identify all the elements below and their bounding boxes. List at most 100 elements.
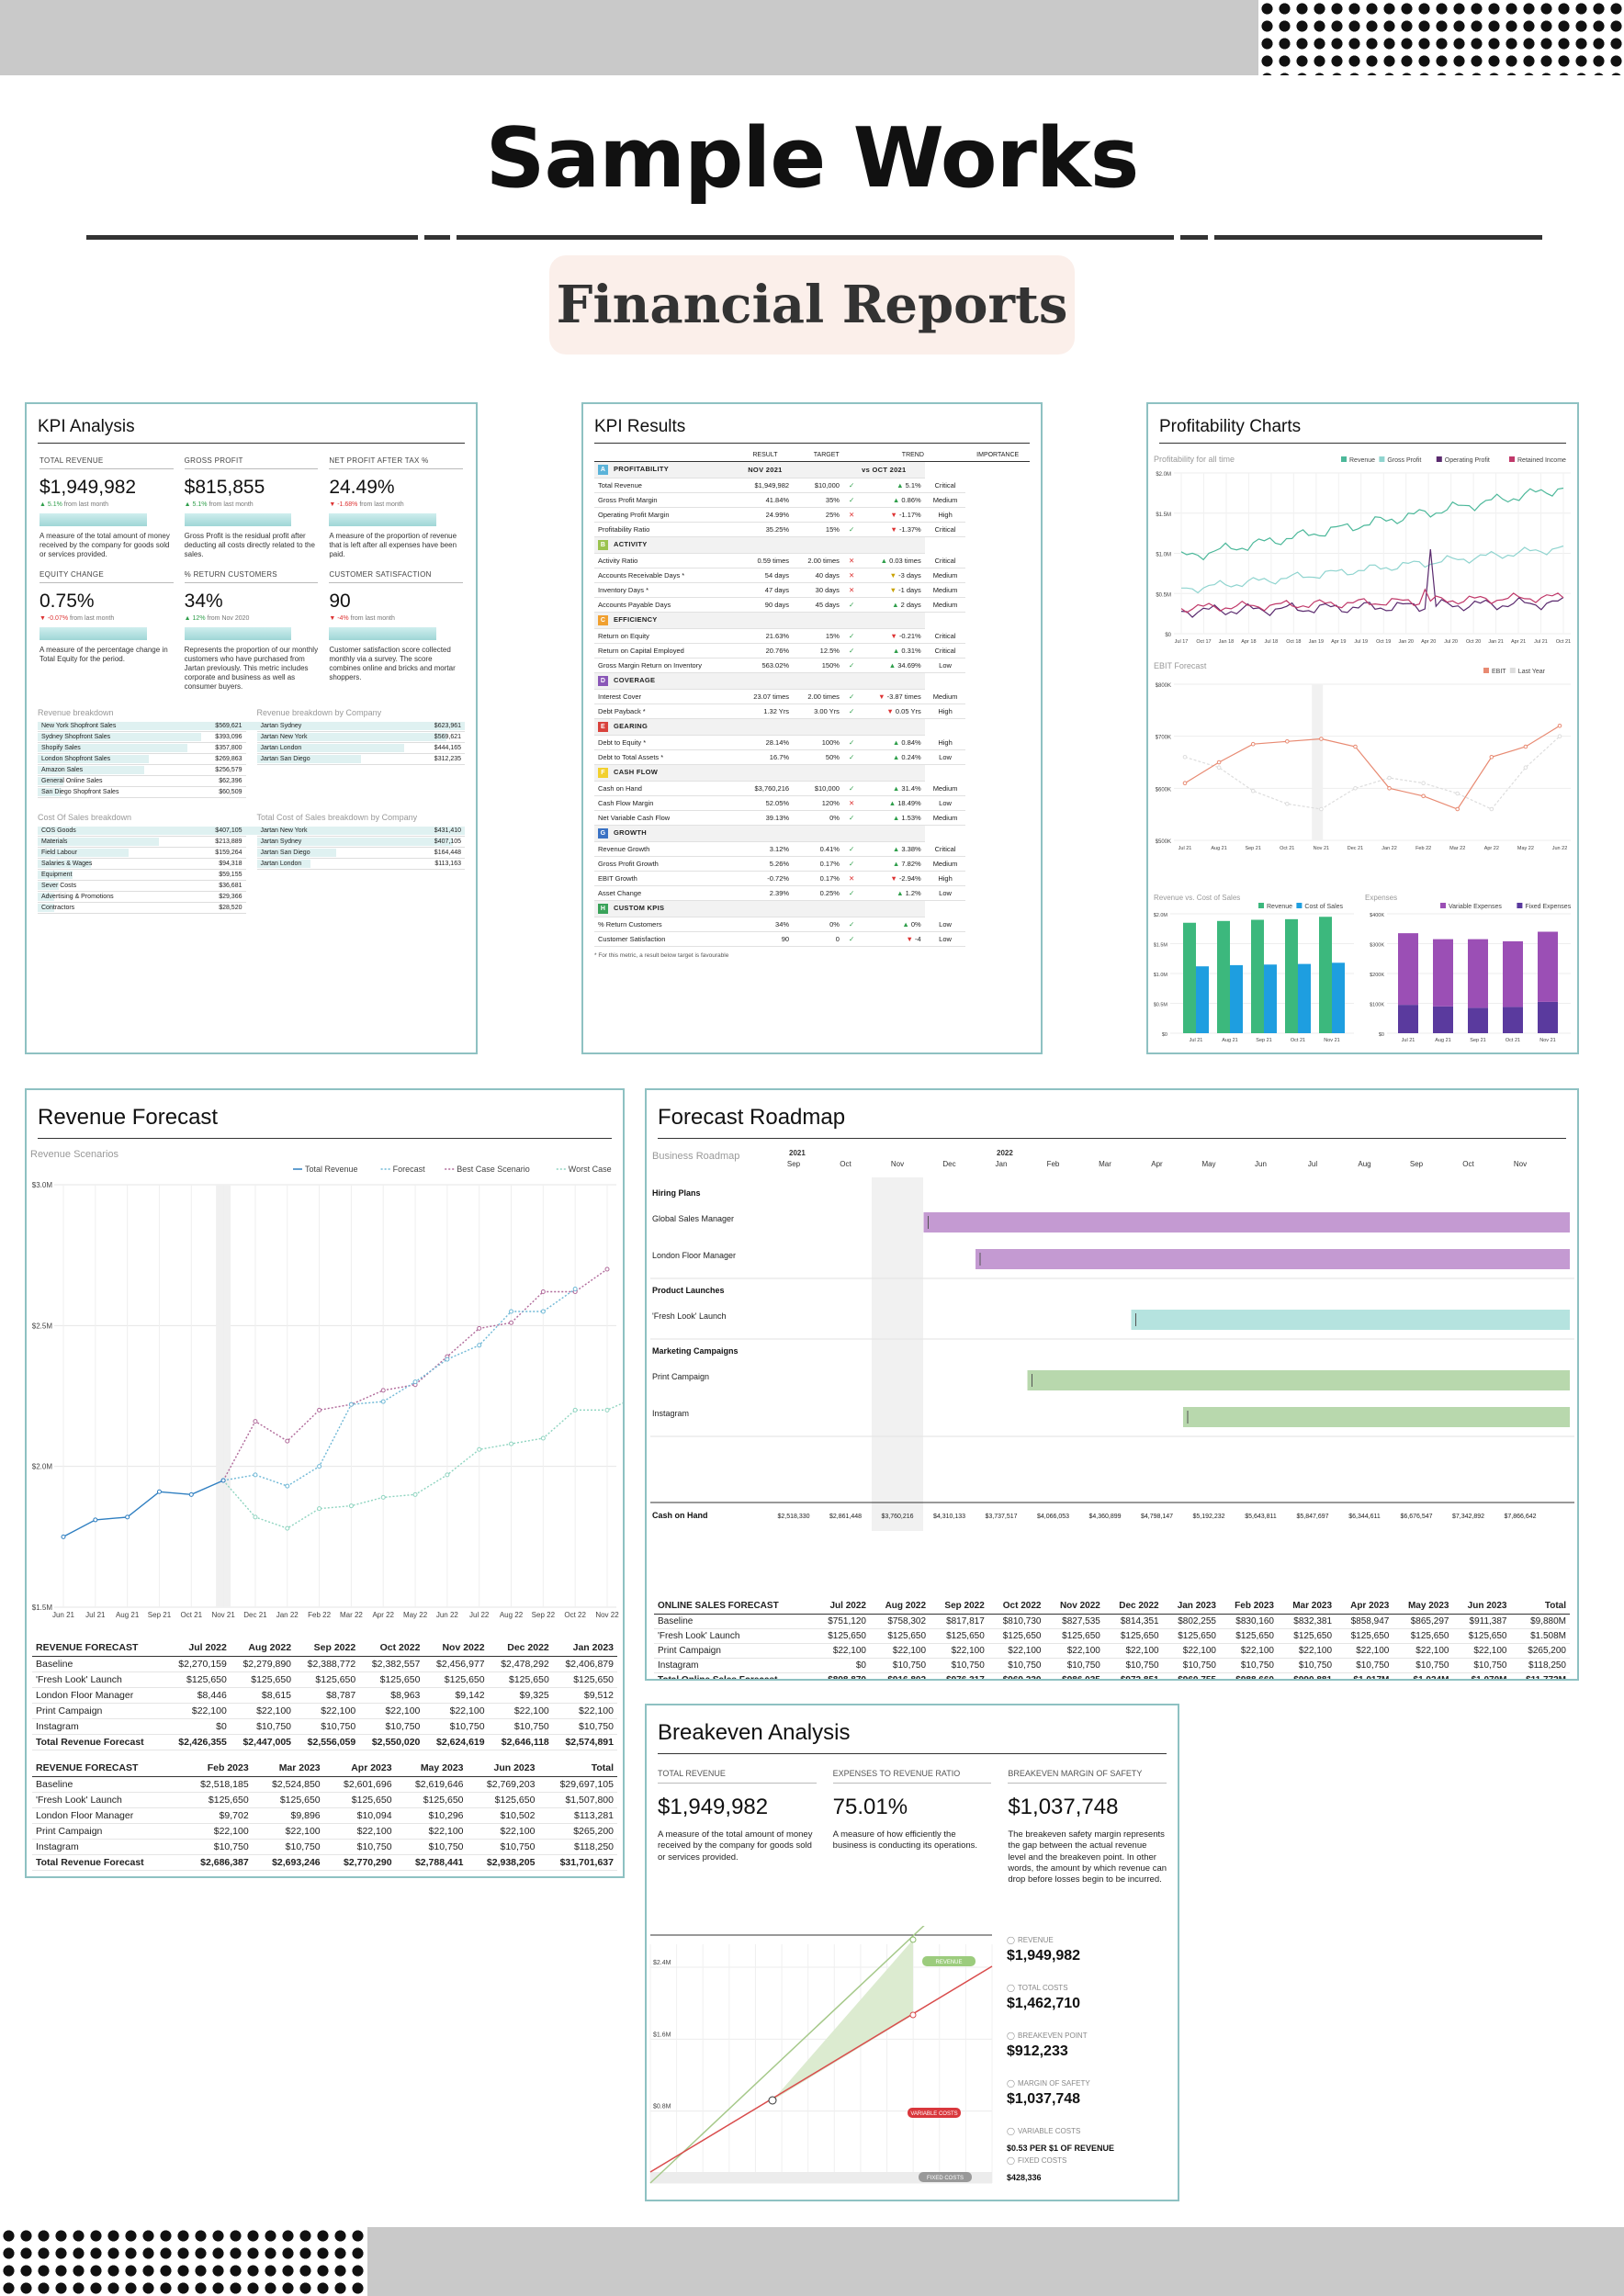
- trend-down-icon: ▼: [886, 707, 896, 715]
- month-label: May: [1201, 1160, 1215, 1168]
- trend-value: 2 days: [900, 601, 921, 609]
- breakdown-name: Jartan London: [256, 742, 405, 754]
- section-title: Total Cost of Sales breakdown by Company: [256, 813, 418, 822]
- check-icon: ✓: [842, 841, 861, 857]
- column-header: Dec 2022: [488, 1639, 553, 1657]
- kpi-result: 20.76%: [737, 643, 794, 658]
- column-header: Apr 2023: [323, 1760, 396, 1777]
- table-row: 'Fresh Look' Launch $125,650 $125,650 $125,…: [32, 1792, 617, 1808]
- breakdown-value: $357,800: [186, 742, 246, 754]
- breakdown-row: Amazon Sales $256,579: [38, 764, 246, 776]
- kpi-value: $815,855: [184, 477, 265, 498]
- side-label: TOTAL COSTS: [1018, 1984, 1068, 1992]
- kpi-row: Total Revenue $1,949,982 $10,000 ✓ ▲ 5.1% Cri…: [594, 478, 1030, 493]
- breakdown-row: Jartan Sydney $623,961: [256, 721, 466, 732]
- x-tick: Jul 17: [1175, 639, 1189, 645]
- fixed-expense-bar: [1433, 1006, 1453, 1033]
- roadmap-item-label: Print Campaign: [652, 1372, 709, 1381]
- kpi-value: 24.49%: [329, 477, 395, 498]
- roadmap-bar: [1027, 1370, 1570, 1390]
- total-cell: $960,755: [1162, 1672, 1220, 1679]
- table-cell: $10,750: [395, 1839, 468, 1855]
- table-cell: $10,750: [252, 1839, 324, 1855]
- table-cell: $10,750: [1393, 1658, 1453, 1673]
- trend-down-icon: ▼: [906, 935, 916, 943]
- title-rule: [86, 235, 1542, 240]
- breakdown-amount: $164,448: [434, 850, 461, 856]
- roadmap-item-label: 'Fresh Look' Launch: [652, 1311, 727, 1321]
- breakdown-amount: $59,155: [219, 872, 242, 878]
- x-tick: Oct 19: [1376, 639, 1391, 645]
- blank: [737, 612, 925, 629]
- kpi-trend: ▲ 18.49%: [860, 795, 925, 811]
- category-name: H CUSTOM KPIS: [594, 900, 738, 917]
- y-tick: $1.5M: [32, 1604, 53, 1612]
- cash-value: $4,310,133: [933, 1514, 965, 1520]
- kpi-row: Debt to Total Assets * 16.7% 50% ✓ ▲ 0.24% Lo…: [594, 749, 1030, 765]
- kpi-change-text: from last month: [70, 615, 115, 622]
- breakdown-bar: [38, 733, 202, 741]
- table-cell: $22,100: [180, 1823, 253, 1840]
- trend-down-icon: ▼: [890, 511, 899, 519]
- kpi-result: 24.99%: [737, 507, 794, 523]
- kpi-target: 150%: [793, 658, 843, 673]
- breakdown-bar: [38, 722, 276, 730]
- month-label: Nov: [891, 1160, 904, 1168]
- column-header: Jan 2023: [552, 1639, 617, 1657]
- x-tick: Jul 20: [1444, 639, 1458, 645]
- revenue-scenarios-chart: Revenue Scenarios Total Revenue Forecast Be…: [30, 1149, 623, 1619]
- total-cost-line: [649, 1965, 993, 2173]
- kpi-row: Asset Change 2.39% 0.25% ✓ ▲ 1.2% Low: [594, 885, 1030, 901]
- data-point: [477, 1446, 482, 1452]
- table-cell: $10,296: [395, 1807, 468, 1824]
- kpi-name: Customer Satisfaction: [594, 931, 738, 947]
- breakdown-value: $569,621: [186, 721, 246, 732]
- category-label: COVERAGE: [614, 676, 656, 684]
- kpi-results-card: KPI Results RESULT TARGET TREND IMPORTANCE A…: [581, 402, 1043, 1054]
- legend-swatch: [1436, 456, 1442, 462]
- kpi-name: Activity Ratio: [594, 553, 738, 568]
- legend-label: Gross Profit: [1387, 457, 1421, 464]
- variable-expense-bar: [1503, 940, 1523, 1007]
- x-tick: Aug 21: [1435, 1038, 1450, 1043]
- column-header: Oct 2022: [987, 1598, 1045, 1615]
- table-cell: $125,650: [1336, 1628, 1393, 1644]
- roadmap-item-label: Global Sales Manager: [652, 1214, 734, 1223]
- kpi-trend: ▼ -2.94%: [860, 871, 925, 886]
- kpi-row: Interest Cover 23.07 times 2.00 times ✓ ▼ -3…: [594, 689, 1030, 704]
- column-header: Total: [1510, 1598, 1570, 1615]
- variable-expense-bar: [1468, 939, 1488, 1008]
- trend-up-icon: ▲: [888, 661, 898, 670]
- month-label: Sep: [787, 1160, 801, 1168]
- data-point: [1285, 802, 1290, 806]
- x-tick: Jul 19: [1354, 639, 1368, 645]
- sparkline: [329, 513, 436, 526]
- breakdown-row: Materials $213,889: [38, 836, 246, 848]
- cos-bar: [1332, 962, 1345, 1033]
- y-tick: $200K: [1370, 973, 1384, 978]
- table-cell: Baseline: [654, 1614, 814, 1629]
- table-cell: $118,250: [1510, 1658, 1570, 1673]
- table-cell: $125,650: [295, 1671, 360, 1688]
- column-header: Nov 2022: [1044, 1598, 1104, 1615]
- card-title: KPI Analysis: [38, 404, 465, 444]
- table-cell: $10,502: [467, 1807, 539, 1824]
- kpi-row: Inventory Days * 47 days 30 days ✕ ▼ -1 days…: [594, 582, 1030, 598]
- kpi-trend: ▲ 0.84%: [860, 735, 925, 750]
- y-tick: $0.5M: [1154, 1003, 1168, 1008]
- data-point: [61, 1534, 66, 1539]
- kpi-name: Debt to Equity *: [594, 735, 738, 750]
- table-cell: $827,535: [1044, 1614, 1104, 1629]
- kpi-importance: Medium: [924, 568, 966, 583]
- y-tick: $2.0M: [1156, 472, 1171, 478]
- blank: [737, 536, 925, 554]
- table-row: Instagram $0 $10,750 $10,750 $10,750 $10,750 $…: [654, 1658, 1570, 1673]
- check-icon: ✓: [842, 781, 861, 796]
- table-cell: $10,750: [230, 1718, 296, 1735]
- x-tick: Jan 22: [1382, 846, 1397, 851]
- kpi-importance: Medium: [924, 689, 966, 704]
- breakdown-name: Jartan New York: [256, 826, 466, 837]
- kpi-value: 0.75%: [39, 591, 95, 612]
- col-header: RESULT: [737, 449, 794, 462]
- breakdown-amount: $60,509: [219, 789, 242, 795]
